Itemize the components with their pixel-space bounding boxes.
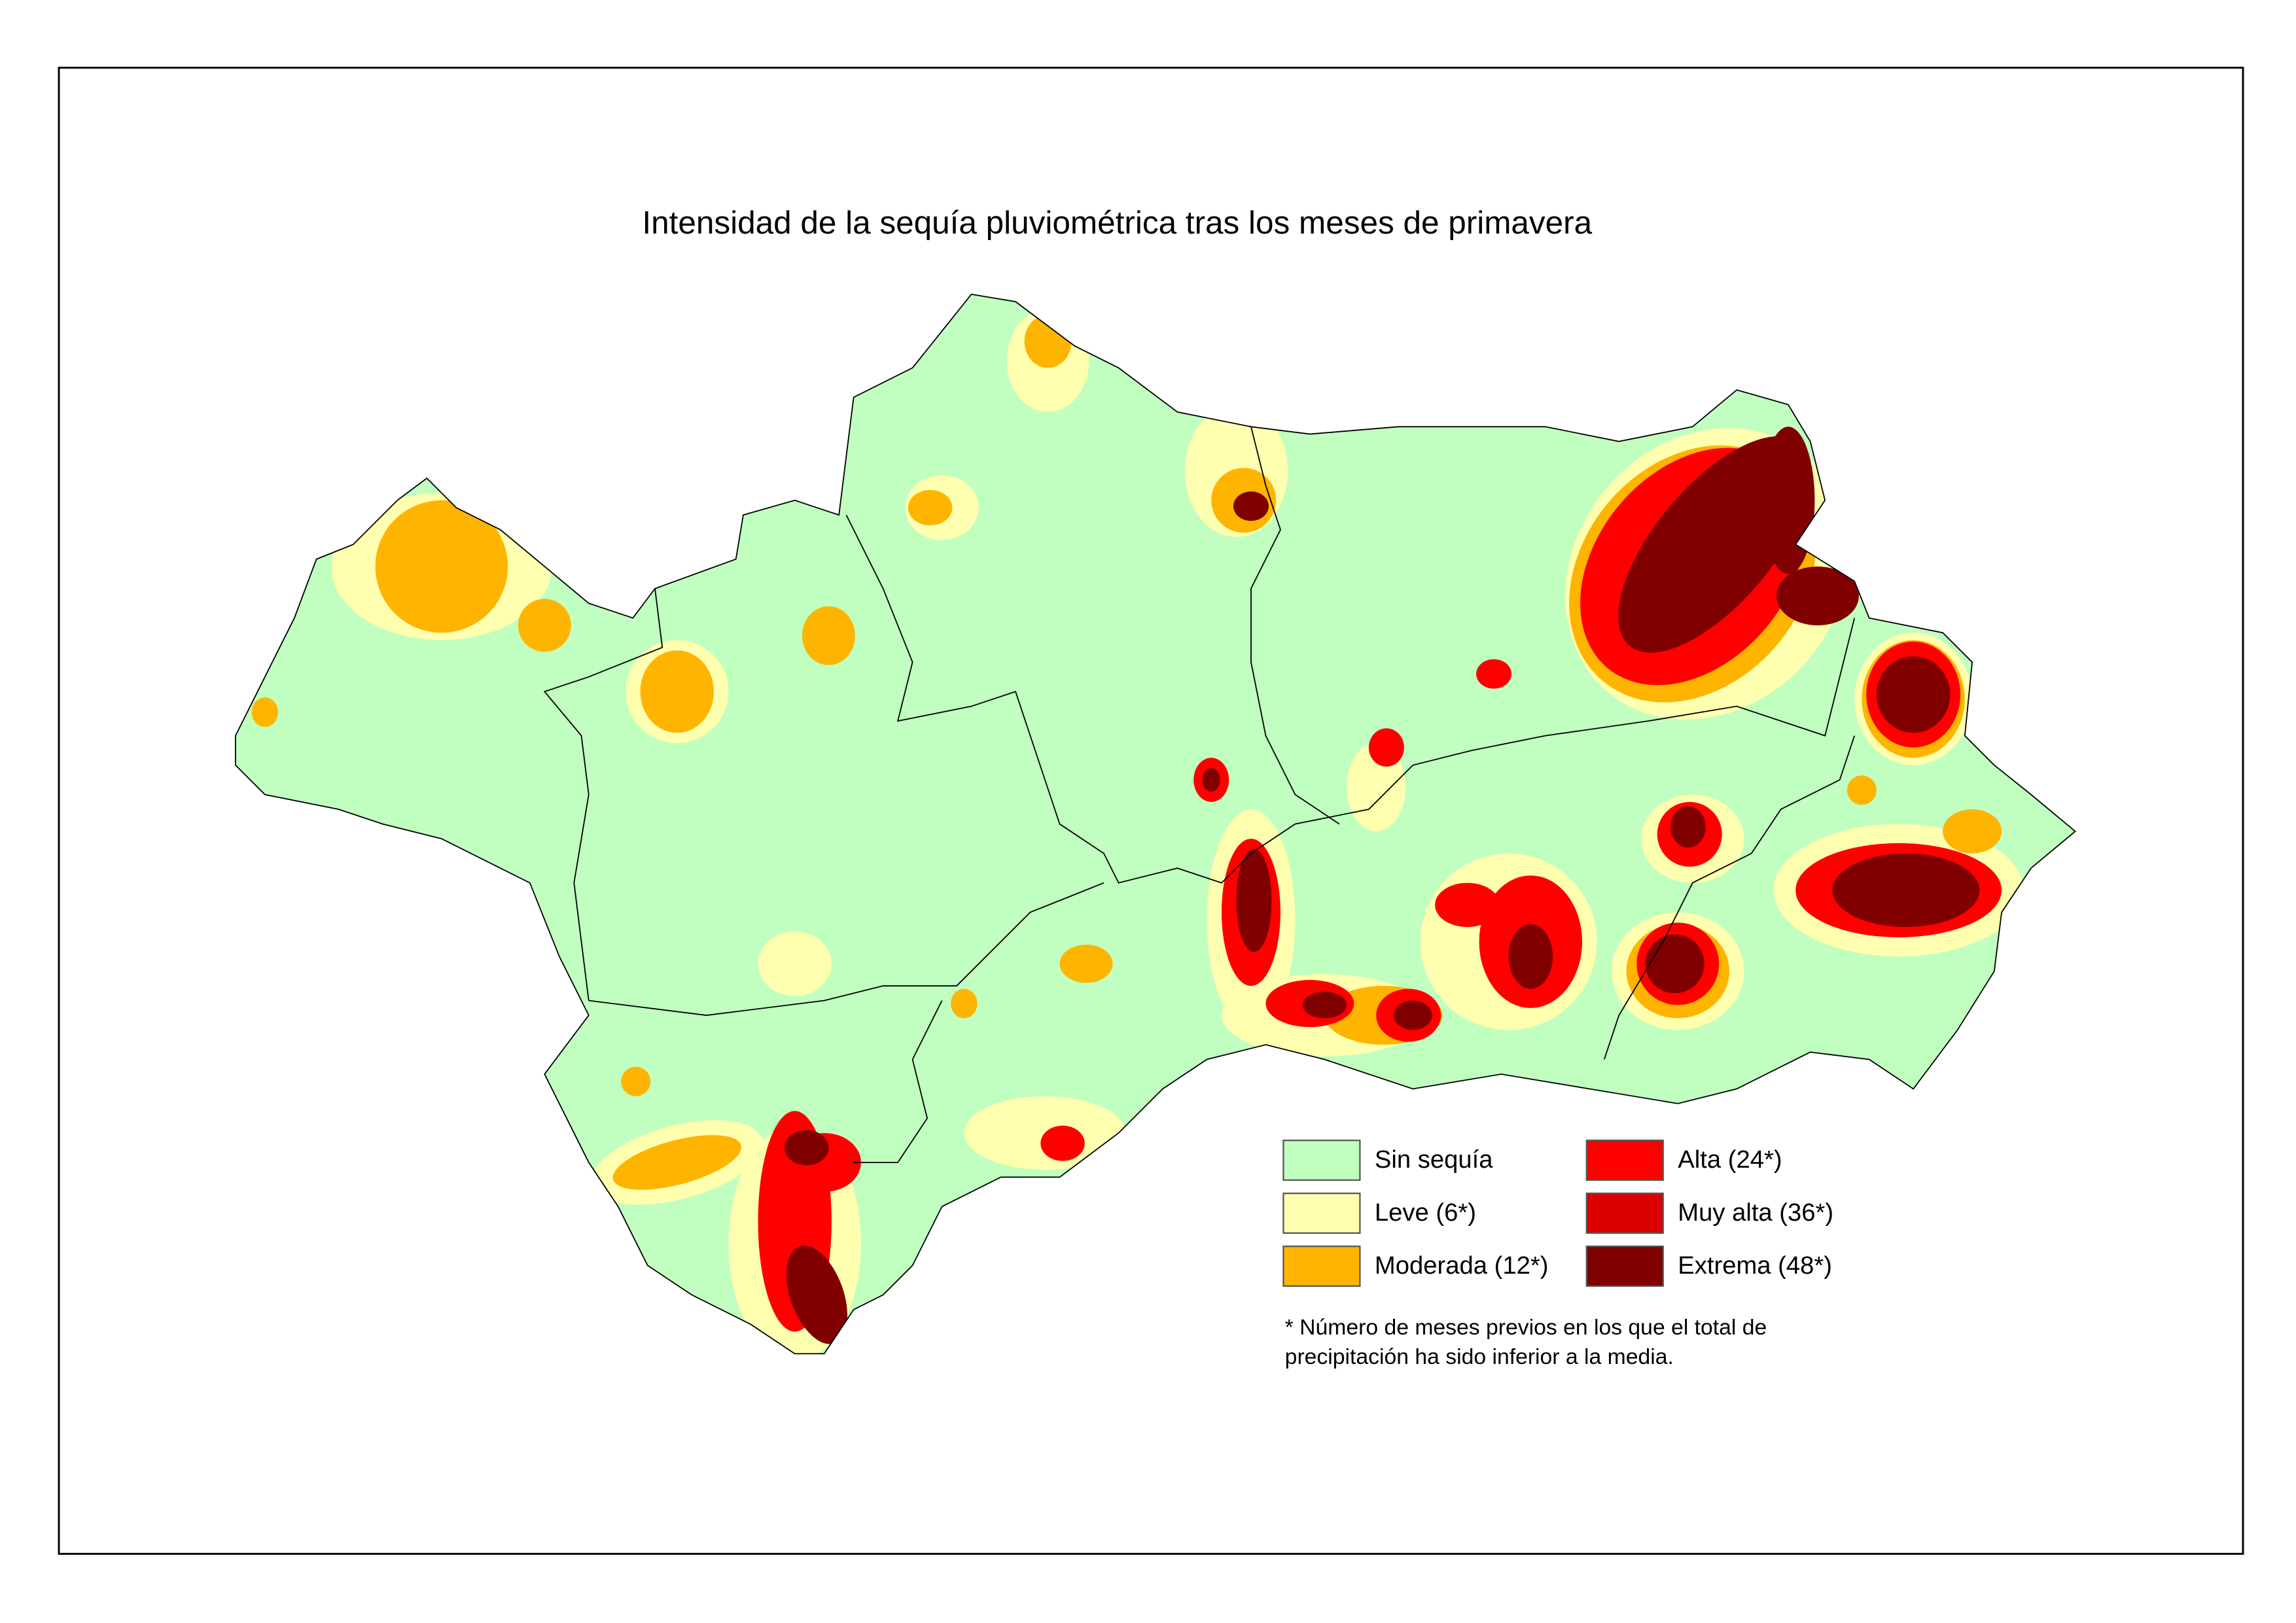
legend-swatch (1282, 1140, 1361, 1181)
legend-swatch (1585, 1193, 1664, 1234)
region-map (235, 293, 2076, 1355)
province-borders (543, 427, 1856, 1163)
map-title: Intensidad de la sequía pluviométrica tr… (642, 205, 1592, 241)
legend-label: Alta (24*) (1678, 1145, 1782, 1174)
footnote-line: precipitación ha sido inferior a la medi… (1285, 1344, 1674, 1369)
legend-swatch (1585, 1140, 1664, 1181)
legend-label: Sin sequía (1375, 1145, 1493, 1174)
region-outline (235, 293, 2076, 1355)
legend-label: Extrema (48*) (1678, 1251, 1832, 1280)
legend-label: Muy alta (36*) (1678, 1198, 1833, 1227)
legend-swatch (1282, 1246, 1361, 1287)
frame (58, 67, 2244, 1555)
footnote-line: * Número de meses previos en los que el … (1285, 1315, 1767, 1340)
legend-swatch (1585, 1246, 1664, 1287)
legend: Sin sequía Leve (6*) Moderada (12*) Alta (2… (1282, 1140, 1833, 1287)
legend-label: Moderada (12*) (1375, 1251, 1549, 1280)
legend-label: Leve (6*) (1375, 1198, 1476, 1227)
drought-zones (251, 309, 2024, 1354)
footnote: * Número de meses previos en los que el … (1285, 1315, 1767, 1369)
legend-swatch (1282, 1193, 1361, 1234)
